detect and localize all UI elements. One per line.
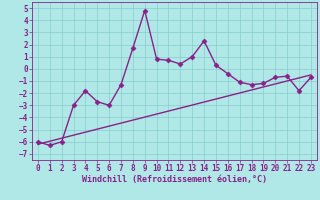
- X-axis label: Windchill (Refroidissement éolien,°C): Windchill (Refroidissement éolien,°C): [82, 175, 267, 184]
